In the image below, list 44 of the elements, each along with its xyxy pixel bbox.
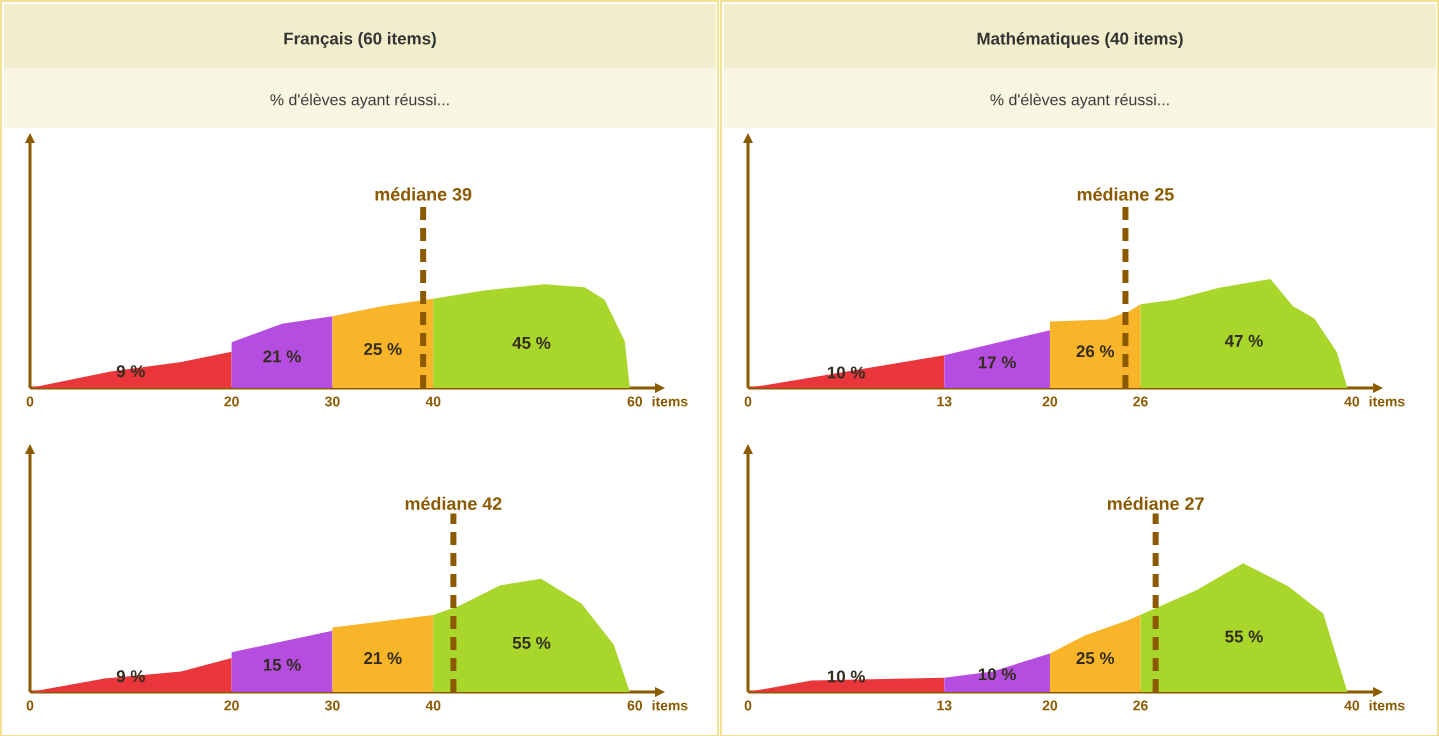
x-tick-label: 13 bbox=[937, 700, 952, 711]
x-tick-label: 60 bbox=[627, 396, 643, 407]
annotation: 21 % bbox=[263, 350, 301, 363]
x-tick-label: 13 bbox=[937, 396, 952, 407]
chart-subtitle: % d'élèves ayant réussi... bbox=[990, 93, 1169, 109]
annotation: 25 % bbox=[1076, 652, 1115, 665]
x-tick-label: 30 bbox=[324, 700, 340, 711]
x-tick-label: 40 bbox=[425, 700, 441, 711]
ref-line-label: médiane 39 bbox=[375, 187, 472, 201]
chart-title: Mathématiques (40 items) bbox=[977, 32, 1183, 48]
x-tick-label: 26 bbox=[1133, 700, 1148, 711]
ref-line-label: médiane 42 bbox=[405, 496, 502, 510]
x-tick-label: 0 bbox=[26, 700, 34, 711]
annotation: 17 % bbox=[978, 356, 1016, 369]
x-axis-title: items bbox=[652, 396, 688, 407]
x-tick-label: 30 bbox=[324, 396, 340, 407]
chart-title: Français (60 items) bbox=[284, 32, 436, 48]
annotation: 55 % bbox=[512, 636, 551, 649]
x-axis-title: items bbox=[652, 700, 688, 711]
x-tick-label: 0 bbox=[26, 396, 34, 407]
annotation: 10 % bbox=[827, 670, 865, 683]
x-tick-label: 20 bbox=[224, 396, 239, 407]
chart-subtitle: % d'élèves ayant réussi... bbox=[270, 93, 449, 109]
ref-line-label: médiane 27 bbox=[1107, 496, 1204, 510]
annotation: 26 % bbox=[1076, 345, 1115, 358]
x-tick-label: 20 bbox=[1042, 700, 1058, 711]
annotation: 47 % bbox=[1224, 334, 1263, 347]
ref-line-label: médiane 25 bbox=[1077, 187, 1174, 201]
x-tick-label: 40 bbox=[1344, 700, 1360, 711]
x-tick-label: 40 bbox=[425, 396, 441, 407]
x-tick-label: 0 bbox=[744, 700, 752, 711]
annotation: 55 % bbox=[1225, 630, 1263, 643]
x-axis-title: items bbox=[1369, 700, 1405, 711]
annotation: 15 % bbox=[263, 658, 301, 671]
x-tick-label: 40 bbox=[1344, 396, 1360, 407]
x-tick-label: 20 bbox=[1042, 396, 1058, 407]
x-tick-label: 26 bbox=[1133, 396, 1148, 407]
x-axis-title: items bbox=[1369, 396, 1405, 407]
x-tick-label: 60 bbox=[627, 700, 643, 711]
annotation: 45 % bbox=[512, 336, 551, 349]
annotation: 21 % bbox=[364, 652, 402, 665]
x-tick-label: 0 bbox=[744, 396, 752, 407]
x-tick-label: 20 bbox=[224, 700, 239, 711]
annotation: 25 % bbox=[364, 342, 402, 355]
